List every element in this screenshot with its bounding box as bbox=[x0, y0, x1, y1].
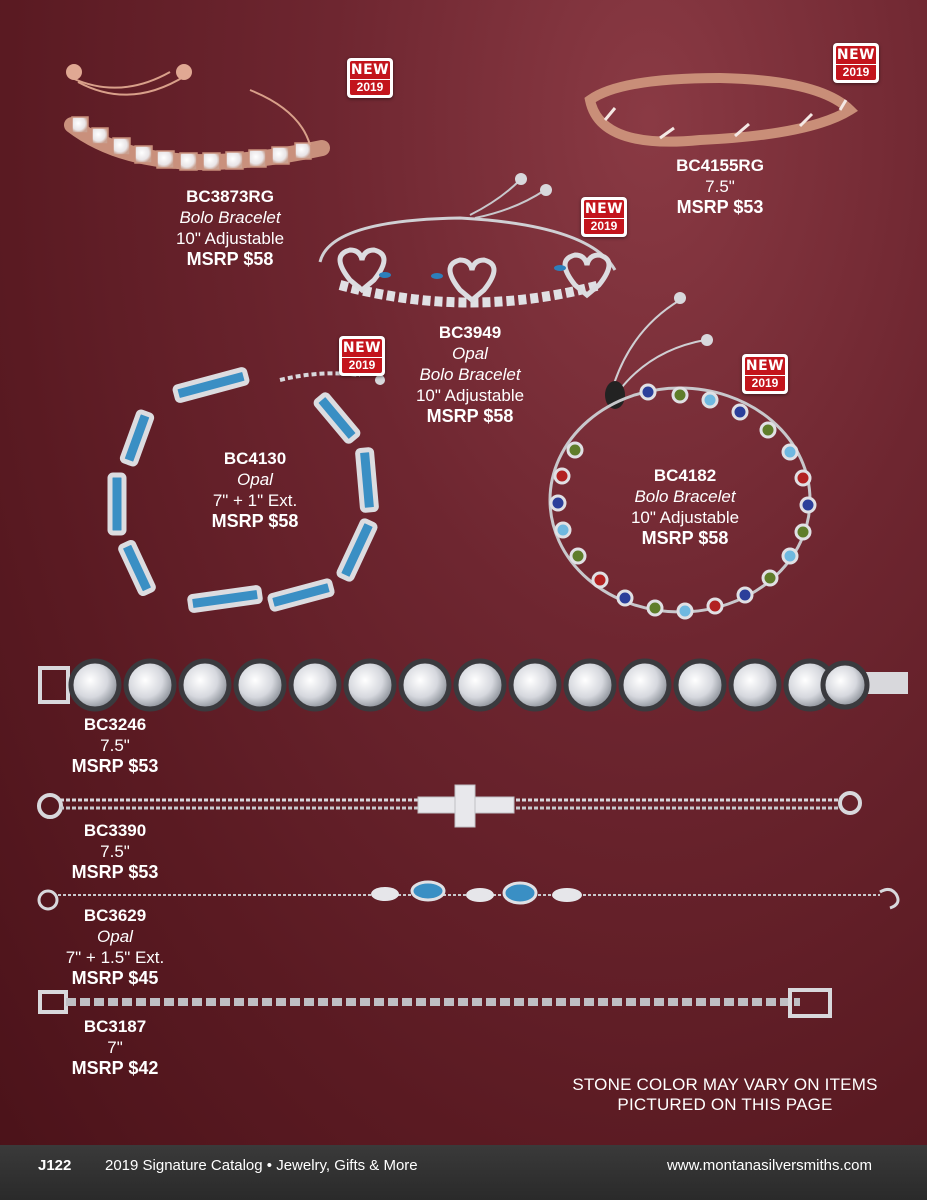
product-style: Opal bbox=[97, 927, 133, 946]
product-sku: BC3949 bbox=[438, 323, 502, 342]
product-price: MSRP $53 bbox=[676, 197, 764, 217]
product-size: 7" + 1.5" Ext. bbox=[65, 948, 165, 967]
product-style: Bolo Bracelet bbox=[634, 487, 736, 506]
product-label-bc4130: BC4130 Opal 7" + 1" Ext. MSRP $58 bbox=[175, 448, 335, 532]
product-style: Opal bbox=[452, 344, 488, 363]
product-size: 10" Adjustable bbox=[175, 229, 285, 248]
product-price: MSRP $53 bbox=[71, 756, 159, 776]
product-price: MSRP $58 bbox=[186, 249, 274, 269]
bracelet-bc3390-image bbox=[37, 784, 862, 828]
bracelet-bc3629-image bbox=[37, 880, 900, 911]
product-sku: BC4130 bbox=[223, 449, 287, 468]
product-price: MSRP $45 bbox=[71, 968, 159, 988]
product-sku: BC4182 bbox=[653, 466, 717, 485]
product-style: Opal bbox=[237, 470, 273, 489]
new-badge: NEW 2019 bbox=[347, 58, 393, 98]
product-size: 7" bbox=[107, 1038, 123, 1057]
product-style: Bolo Bracelet bbox=[179, 208, 281, 227]
new-badge-year: 2019 bbox=[745, 375, 785, 391]
product-sku: BC3187 bbox=[83, 1017, 147, 1036]
catalog-title: 2019 Signature Catalog • Jewelry, Gifts … bbox=[105, 1157, 418, 1174]
new-badge-label: NEW bbox=[342, 339, 382, 357]
product-sku: BC3873RG bbox=[186, 187, 274, 206]
bracelet-bc4182-image bbox=[548, 292, 817, 620]
product-label-bc3390: BC3390 7.5" MSRP $53 bbox=[70, 820, 160, 883]
bracelet-bc3187-image bbox=[38, 988, 832, 1018]
product-sku: BC3246 bbox=[83, 715, 147, 734]
new-badge-year: 2019 bbox=[342, 357, 382, 373]
product-label-bc3187: BC3187 7" MSRP $42 bbox=[70, 1016, 160, 1079]
product-sku: BC3390 bbox=[83, 821, 147, 840]
note-line-2: PICTURED ON THIS PAGE bbox=[617, 1095, 833, 1114]
bracelet-bc4155rg-image bbox=[584, 72, 858, 147]
product-size: 10" Adjustable bbox=[630, 508, 740, 527]
bracelet-bc3949-image bbox=[318, 173, 617, 308]
bracelet-bc3873rg-image bbox=[64, 64, 330, 171]
product-sku: BC4155RG bbox=[676, 156, 764, 175]
new-badge-year: 2019 bbox=[350, 79, 390, 95]
website-url: www.montanasilversmiths.com bbox=[666, 1157, 872, 1174]
new-badge-year: 2019 bbox=[584, 218, 624, 234]
product-price: MSRP $58 bbox=[211, 511, 299, 531]
page-number: J122 bbox=[38, 1157, 72, 1174]
product-price: MSRP $58 bbox=[426, 406, 514, 426]
new-badge: NEW 2019 bbox=[339, 336, 385, 376]
new-badge-label: NEW bbox=[836, 46, 876, 64]
product-price: MSRP $58 bbox=[641, 528, 729, 548]
product-label-bc4155rg: BC4155RG 7.5" MSRP $53 bbox=[640, 155, 800, 218]
new-badge-label: NEW bbox=[350, 61, 390, 79]
new-badge-year: 2019 bbox=[836, 64, 876, 80]
product-size: 7.5" bbox=[100, 736, 130, 755]
product-price: MSRP $53 bbox=[71, 862, 159, 882]
new-badge: NEW 2019 bbox=[742, 354, 788, 394]
product-style-secondary: Bolo Bracelet bbox=[419, 365, 521, 384]
new-badge: NEW 2019 bbox=[581, 197, 627, 237]
product-sku: BC3629 bbox=[83, 906, 147, 925]
product-size: 7" + 1" Ext. bbox=[212, 491, 298, 510]
product-label-bc4182: BC4182 Bolo Bracelet 10" Adjustable MSRP… bbox=[600, 465, 770, 549]
new-badge: NEW 2019 bbox=[833, 43, 879, 83]
product-size: 10" Adjustable bbox=[415, 386, 525, 405]
bracelet-bc3246-image bbox=[38, 658, 908, 712]
new-badge-label: NEW bbox=[745, 357, 785, 375]
stone-color-note: STONE COLOR MAY VARY ON ITEMS PICTURED O… bbox=[540, 1075, 910, 1115]
product-label-bc3629: BC3629 Opal 7" + 1.5" Ext. MSRP $45 bbox=[58, 905, 172, 989]
new-badge-label: NEW bbox=[584, 200, 624, 218]
product-size: 7.5" bbox=[705, 177, 735, 196]
page-footer: J122 2019 Signature Catalog • Jewelry, G… bbox=[0, 1145, 927, 1200]
product-label-bc3949: BC3949 Opal Bolo Bracelet 10" Adjustable… bbox=[385, 322, 555, 427]
note-line-1: STONE COLOR MAY VARY ON ITEMS bbox=[572, 1075, 878, 1094]
product-label-bc3246: BC3246 7.5" MSRP $53 bbox=[70, 714, 160, 777]
product-label-bc3873rg: BC3873RG Bolo Bracelet 10" Adjustable MS… bbox=[140, 186, 320, 270]
product-size: 7.5" bbox=[100, 842, 130, 861]
product-price: MSRP $42 bbox=[71, 1058, 159, 1078]
